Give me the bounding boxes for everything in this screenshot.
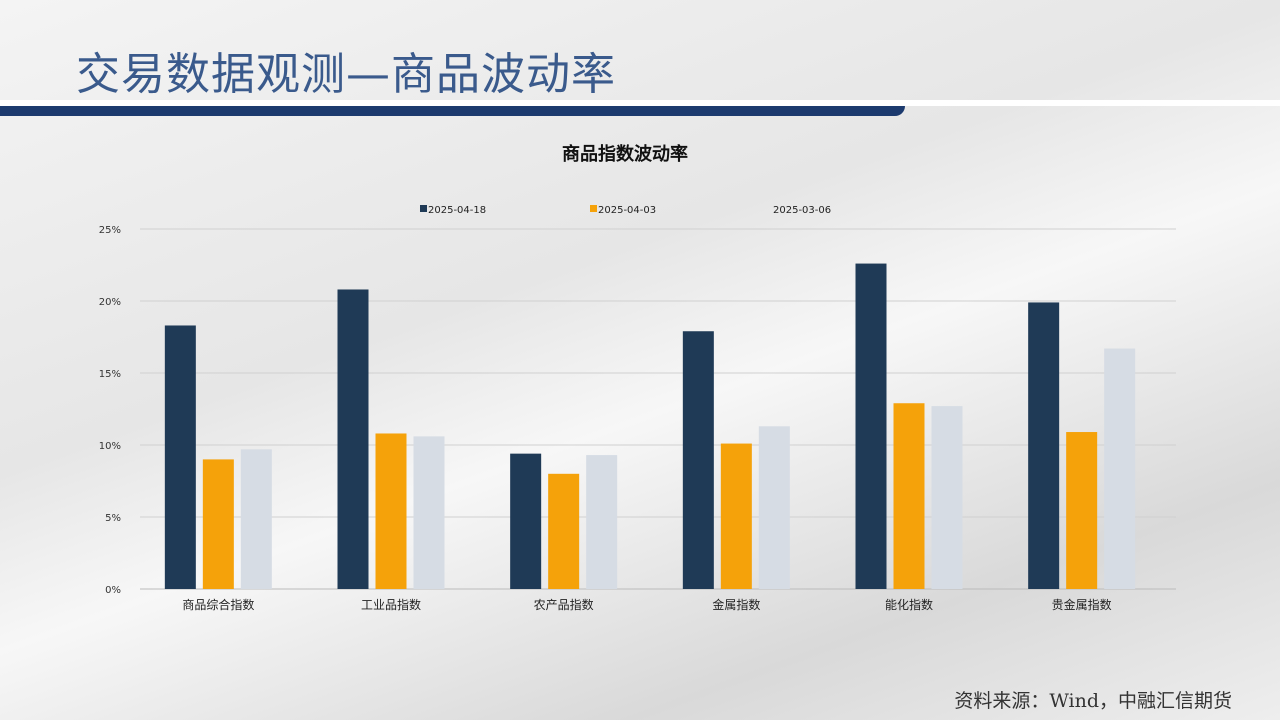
x-tick-label: 贵金属指数	[1052, 597, 1112, 612]
legend-label: 2025-03-06	[773, 205, 831, 216]
y-tick-label: 15%	[99, 369, 121, 380]
page-title: 交易数据观测—商品波动率	[76, 49, 616, 100]
bar-2025-04-18-工业品指数	[337, 289, 369, 589]
legend-label: 2025-04-03	[598, 205, 656, 216]
bar-2025-04-03-金属指数	[720, 443, 752, 589]
bar-2025-04-18-商品综合指数	[164, 325, 196, 589]
bar-2025-03-06-能化指数	[931, 406, 963, 589]
bar-2025-04-18-能化指数	[855, 263, 887, 589]
bar-2025-03-06-工业品指数	[413, 436, 445, 589]
bar-2025-04-18-金属指数	[682, 331, 714, 589]
legend-swatch	[420, 205, 427, 212]
x-tick-label: 金属指数	[712, 597, 760, 612]
bar-2025-03-06-商品综合指数	[240, 449, 272, 589]
header-rule	[0, 106, 905, 116]
bar-2025-03-06-农产品指数	[586, 455, 618, 589]
x-tick-label: 农产品指数	[534, 597, 594, 612]
bar-2025-04-18-贵金属指数	[1028, 302, 1060, 589]
bar-2025-04-03-商品综合指数	[202, 459, 234, 589]
bar-2025-04-03-贵金属指数	[1066, 432, 1098, 589]
y-tick-label: 20%	[99, 297, 121, 308]
y-tick-label: 25%	[99, 225, 121, 236]
x-tick-label: 能化指数	[885, 597, 933, 612]
bar-2025-03-06-金属指数	[758, 426, 790, 589]
header-band	[0, 100, 1280, 106]
bar-2025-04-03-能化指数	[893, 403, 925, 589]
x-tick-label: 工业品指数	[361, 597, 421, 612]
bar-2025-04-03-工业品指数	[375, 433, 407, 589]
chart-title: 商品指数波动率	[562, 144, 688, 165]
bar-2025-04-03-农产品指数	[548, 473, 580, 589]
bar-2025-04-18-农产品指数	[510, 453, 542, 589]
x-tick-label: 商品综合指数	[182, 597, 254, 612]
source-note: 资料来源：Wind，中融汇信期货	[954, 690, 1232, 712]
legend-label: 2025-04-18	[428, 205, 486, 216]
y-tick-label: 0%	[105, 585, 121, 596]
bar-2025-03-06-贵金属指数	[1104, 348, 1136, 589]
legend-swatch	[590, 205, 597, 212]
y-tick-label: 5%	[105, 513, 121, 524]
y-tick-label: 10%	[99, 441, 121, 452]
